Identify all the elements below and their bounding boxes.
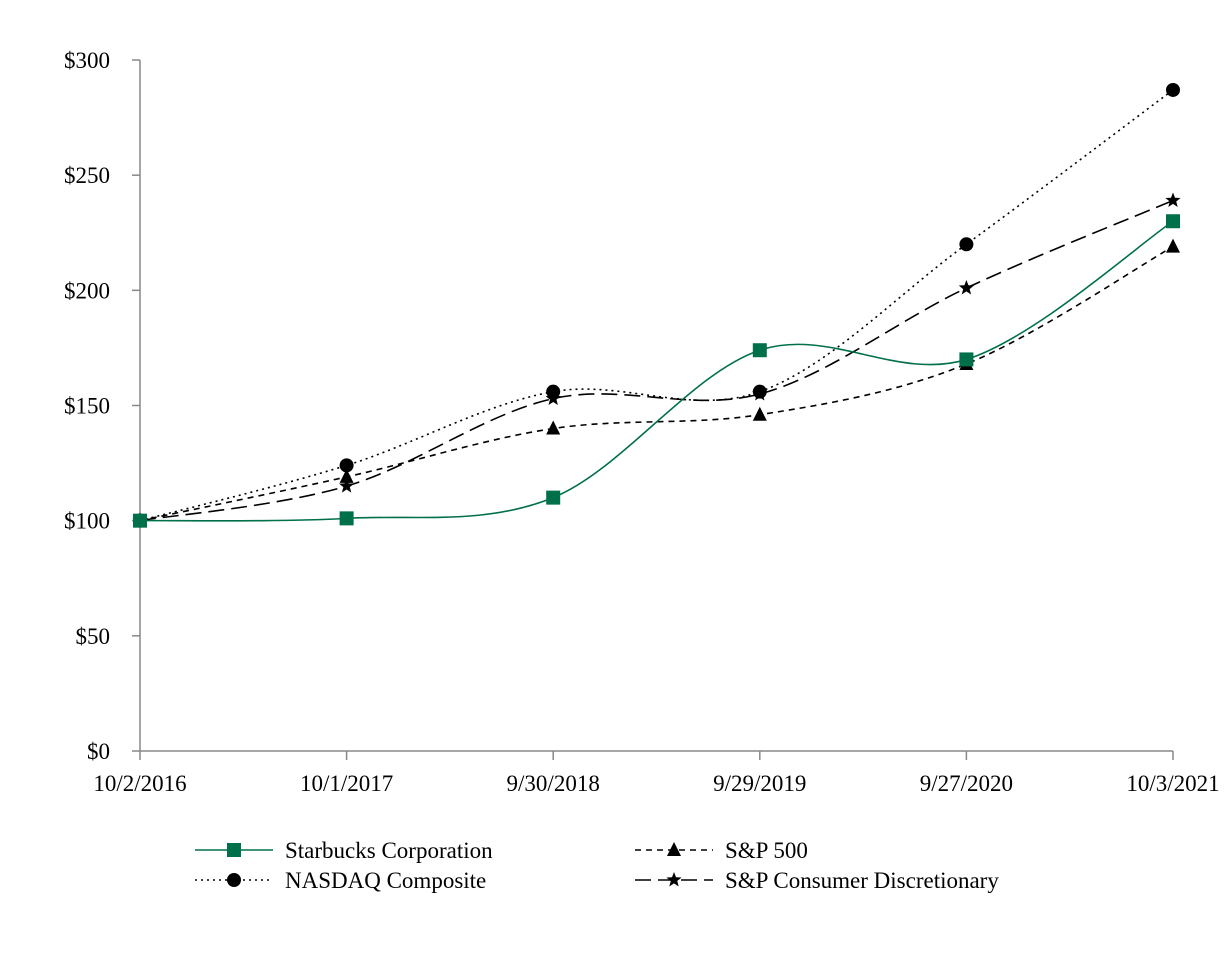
data-point-starbucks-corporation xyxy=(339,511,354,526)
legend-label: NASDAQ Composite xyxy=(285,868,486,893)
data-point-s-p-500 xyxy=(546,420,561,435)
y-tick-label: $200 xyxy=(64,278,110,303)
legend-marker xyxy=(227,873,241,887)
y-tick-label: $150 xyxy=(64,394,110,419)
legend: Starbucks Corporation S&P 500 NASDAQ Compo… xyxy=(195,838,999,893)
data-point-s-p-consumer-discretionary xyxy=(752,385,768,401)
data-point-starbucks-corporation xyxy=(752,343,767,358)
x-tick-label: 10/1/2017 xyxy=(300,771,393,796)
y-tick-label: $50 xyxy=(76,624,111,649)
data-point-s-p-500 xyxy=(339,468,354,483)
legend-item-s-p-500: S&P 500 xyxy=(635,838,808,863)
data-point-s-p-500 xyxy=(1166,238,1180,253)
series-line-s-p-consumer-discretionary xyxy=(139,199,1174,522)
data-point-starbucks-corporation xyxy=(546,490,561,505)
x-tick-label: 9/30/2018 xyxy=(507,771,600,796)
x-tick-label: 9/29/2019 xyxy=(713,771,806,796)
data-point-starbucks-corporation xyxy=(133,513,147,528)
data-point-s-p-consumer-discretionary xyxy=(1165,192,1181,207)
data-point-nasdaq-composite xyxy=(959,237,974,252)
y-tick-label: $0 xyxy=(87,739,110,764)
x-tick-label: 10/2/2016 xyxy=(93,771,186,796)
data-point-s-p-500 xyxy=(752,406,767,421)
data-point-s-p-consumer-discretionary xyxy=(958,280,975,295)
legend-item-starbucks-corporation: Starbucks Corporation xyxy=(195,838,493,863)
series-s-p-500 xyxy=(133,238,1180,527)
legend-label: Starbucks Corporation xyxy=(285,838,493,863)
y-tick-label: $250 xyxy=(64,163,110,188)
y-tick-label: $300 xyxy=(64,48,110,73)
legend-label: S&P Consumer Discretionary xyxy=(725,868,999,893)
data-point-s-p-consumer-discretionary xyxy=(545,390,561,406)
series-s-p-consumer-discretionary xyxy=(132,192,1181,528)
series-line-nasdaq-composite xyxy=(139,89,1174,522)
data-point-starbucks-corporation xyxy=(1166,214,1180,229)
legend-item-nasdaq-composite: NASDAQ Composite xyxy=(195,868,486,893)
data-point-s-p-consumer-discretionary xyxy=(338,478,355,493)
legend-item-s-p-consumer-discretionary: S&P Consumer Discretionary xyxy=(635,868,999,893)
legend-marker xyxy=(227,843,241,857)
legend-marker xyxy=(666,872,682,887)
data-point-nasdaq-composite xyxy=(339,458,354,473)
legend-label: S&P 500 xyxy=(725,838,808,863)
series-nasdaq-composite xyxy=(133,82,1180,528)
legend-marker xyxy=(667,842,681,856)
y-tick-label: $100 xyxy=(64,509,110,534)
x-tick-label: 10/3/2021 xyxy=(1126,771,1219,796)
data-point-starbucks-corporation xyxy=(959,352,974,367)
series-starbucks-corporation xyxy=(133,214,1180,528)
series-line-s-p-500 xyxy=(139,245,1174,522)
series-line-starbucks-corporation xyxy=(139,220,1174,522)
data-point-nasdaq-composite xyxy=(1166,82,1180,97)
x-tick-label: 9/27/2020 xyxy=(920,771,1013,796)
